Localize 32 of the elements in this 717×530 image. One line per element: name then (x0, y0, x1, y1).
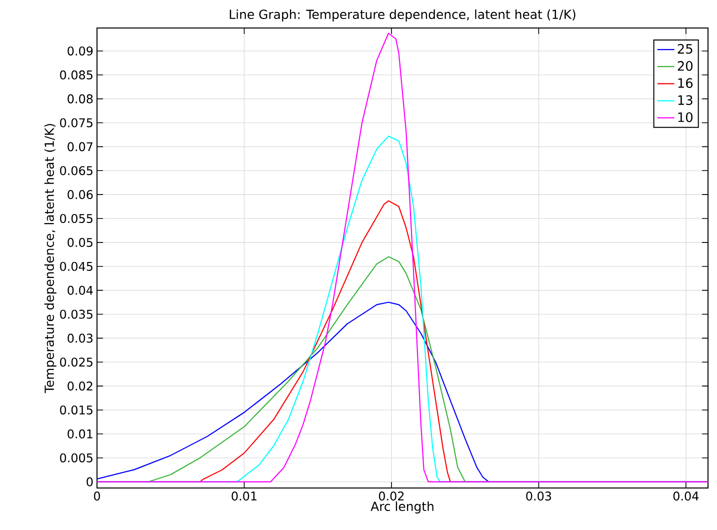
y-tick-label: 0.035 (60, 310, 92, 319)
y-tick-label: 0.085 (60, 70, 92, 80)
x-axis-title: Arc length (370, 501, 434, 514)
y-tick-label: 0.015 (60, 405, 92, 414)
x-tick-label: 0.02 (378, 492, 404, 501)
y-axis-title: Temperature dependence, latent heat (1/K) (44, 124, 56, 394)
y-tick-label: 0.01 (68, 429, 92, 438)
y-tick-label: 0.075 (60, 118, 92, 128)
y-tick-label: 0.03 (68, 334, 93, 343)
y-tick-label: 0.04 (68, 286, 93, 295)
y-tick-label: 0.055 (60, 214, 92, 224)
x-tick-label: 0.01 (232, 492, 256, 501)
legend-label: 13 (678, 95, 692, 106)
y-tick-label: 0.09 (68, 46, 93, 56)
chart-title: Line Graph: Temperature dependence, latent heat (1/K) (230, 9, 576, 22)
y-tick-label: 0.025 (60, 358, 92, 367)
y-tick-label: 0.065 (60, 166, 92, 176)
x-tick-label: 0 (94, 492, 100, 501)
y-tick-label: 0 (86, 477, 93, 486)
x-tick-label: 0.03 (526, 492, 552, 501)
legend-label: 25 (678, 44, 692, 54)
y-tick-label: 0.08 (68, 94, 93, 104)
x-tick-label: 0.04 (673, 492, 699, 501)
y-tick-label: 0.005 (60, 453, 92, 462)
y-tick-label: 0.02 (68, 382, 92, 391)
legend-label: 16 (678, 78, 693, 88)
legend-label: 10 (678, 112, 692, 122)
y-tick-label: 0.07 (68, 142, 92, 152)
legend-label: 20 (678, 61, 692, 71)
y-tick-label: 0.045 (60, 262, 92, 271)
y-tick-label: 0.06 (68, 190, 93, 200)
y-tick-label: 0.05 (68, 238, 92, 247)
